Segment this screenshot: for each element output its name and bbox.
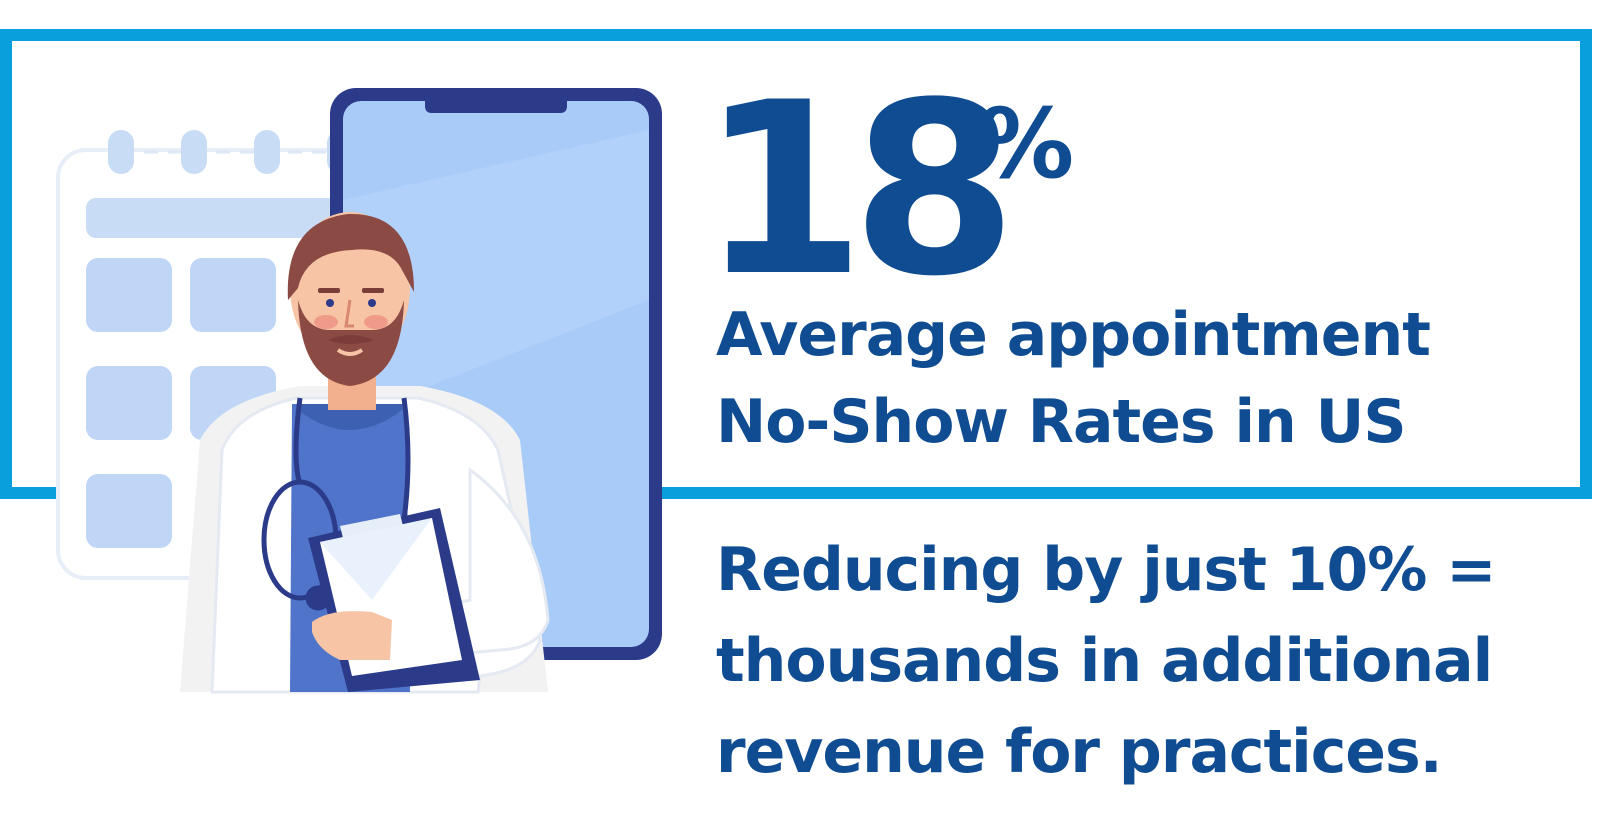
stat-percent-sign: % <box>978 88 1075 200</box>
body-line-3: revenue for practices. <box>716 717 1443 787</box>
body-line-1: Reducing by just 10% = <box>716 535 1497 605</box>
body-line-2: thousands in additional <box>716 626 1493 696</box>
headline-line-1: Average appointment <box>716 300 1431 370</box>
clipboard-icon <box>308 508 480 692</box>
stat-number: 18 <box>700 52 1017 329</box>
headline-line-2: No-Show Rates in US <box>716 387 1407 457</box>
illustration <box>56 88 662 694</box>
